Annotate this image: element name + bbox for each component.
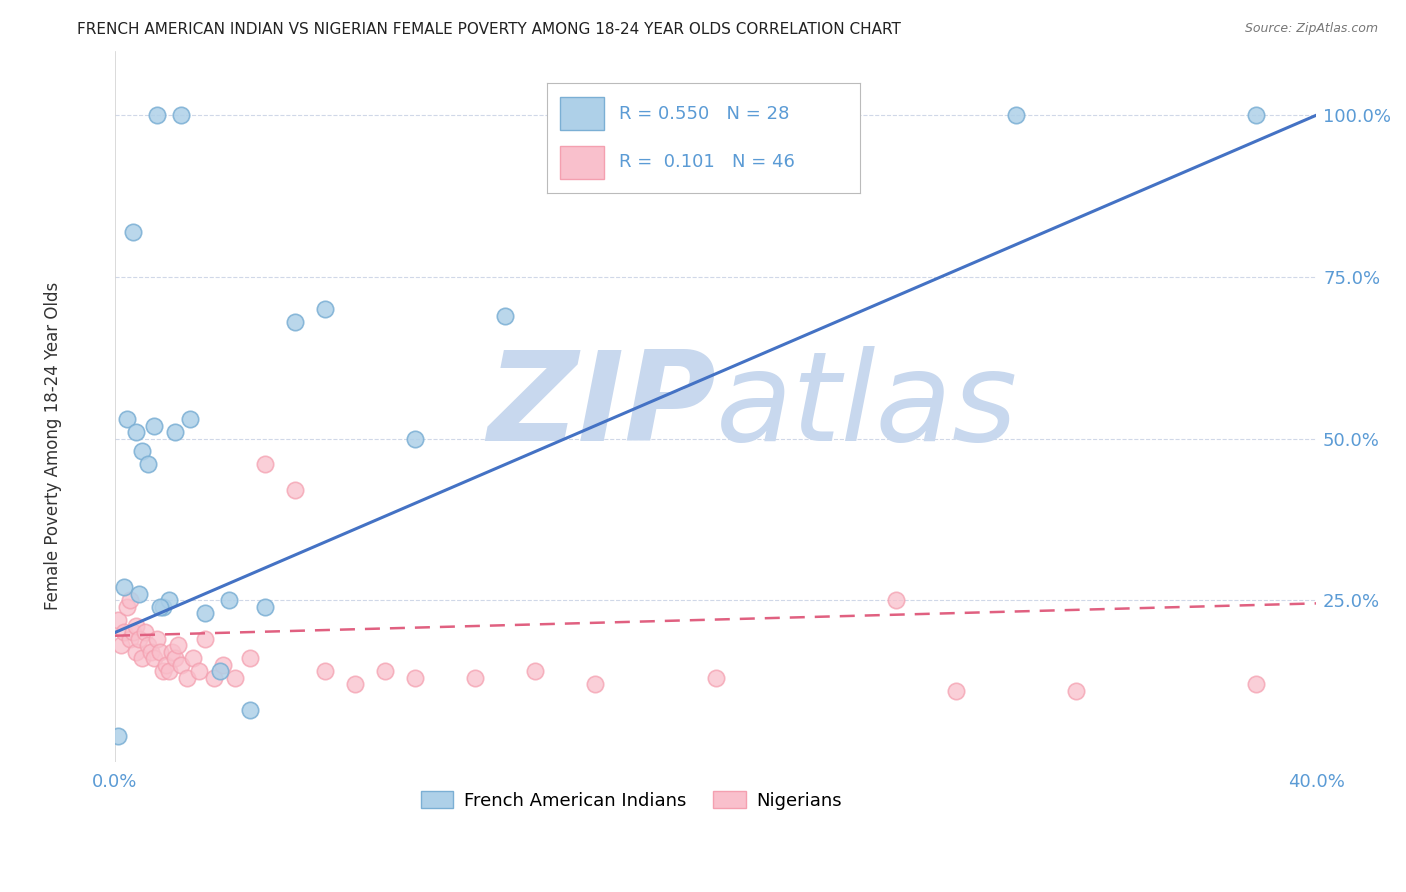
Point: [149, 599, 172, 614]
Point: [122, 625, 145, 640]
Point: [115, 599, 138, 614]
Point: [122, 225, 145, 239]
Point: [128, 632, 150, 646]
Point: [1064, 683, 1087, 698]
Point: [125, 425, 148, 439]
Point: [704, 671, 727, 685]
Point: [143, 418, 166, 433]
Point: [1244, 677, 1267, 691]
Point: [170, 108, 193, 122]
Text: FRENCH AMERICAN INDIAN VS NIGERIAN FEMALE POVERTY AMONG 18-24 YEAR OLDS CORRELAT: FRENCH AMERICAN INDIAN VS NIGERIAN FEMAL…: [77, 22, 901, 37]
Point: [152, 599, 174, 614]
Point: [202, 671, 225, 685]
Point: [524, 665, 547, 679]
Point: [118, 632, 141, 646]
Point: [131, 444, 153, 458]
Point: [136, 639, 159, 653]
Point: [583, 677, 606, 691]
Point: [494, 309, 516, 323]
Point: [128, 587, 150, 601]
Point: [284, 483, 307, 498]
Point: [167, 639, 190, 653]
Point: [1004, 108, 1026, 122]
Text: Female Poverty Among 18-24 Year Olds: Female Poverty Among 18-24 Year Olds: [45, 282, 62, 610]
Point: [125, 619, 148, 633]
Point: [209, 665, 232, 679]
Point: [224, 671, 246, 685]
Point: [254, 458, 277, 472]
Point: [284, 315, 307, 329]
Text: atlas: atlas: [716, 346, 1018, 467]
Point: [107, 729, 129, 743]
Point: [146, 108, 169, 122]
Text: Source: ZipAtlas.com: Source: ZipAtlas.com: [1244, 22, 1378, 36]
Point: [314, 665, 336, 679]
Point: [118, 593, 141, 607]
Point: [218, 593, 240, 607]
Point: [152, 665, 174, 679]
Point: [165, 425, 187, 439]
Point: [165, 651, 187, 665]
Point: [1244, 108, 1267, 122]
Point: [131, 651, 153, 665]
Point: [374, 665, 396, 679]
Point: [136, 458, 159, 472]
Legend: French American Indians, Nigerians: French American Indians, Nigerians: [413, 783, 849, 817]
Point: [125, 645, 148, 659]
Point: [239, 703, 262, 717]
Point: [404, 432, 426, 446]
Point: [155, 657, 177, 672]
Point: [254, 599, 277, 614]
Point: [314, 302, 336, 317]
Point: [157, 593, 180, 607]
Point: [143, 651, 166, 665]
Text: ZIP: ZIP: [486, 346, 716, 467]
Point: [188, 665, 211, 679]
Point: [157, 665, 180, 679]
Point: [176, 671, 198, 685]
Point: [115, 412, 138, 426]
Point: [160, 645, 183, 659]
Point: [344, 677, 367, 691]
Point: [945, 683, 967, 698]
Point: [404, 671, 426, 685]
Point: [239, 651, 262, 665]
Point: [134, 625, 156, 640]
Point: [179, 412, 201, 426]
Point: [146, 632, 169, 646]
Point: [765, 108, 787, 122]
Point: [107, 613, 129, 627]
Point: [139, 645, 162, 659]
Point: [194, 632, 217, 646]
Point: [149, 645, 172, 659]
Point: [884, 593, 907, 607]
Point: [170, 657, 193, 672]
Point: [112, 580, 135, 594]
Point: [212, 657, 235, 672]
Point: [110, 639, 132, 653]
Point: [112, 625, 135, 640]
Point: [194, 606, 217, 620]
Point: [181, 651, 204, 665]
Point: [464, 671, 486, 685]
